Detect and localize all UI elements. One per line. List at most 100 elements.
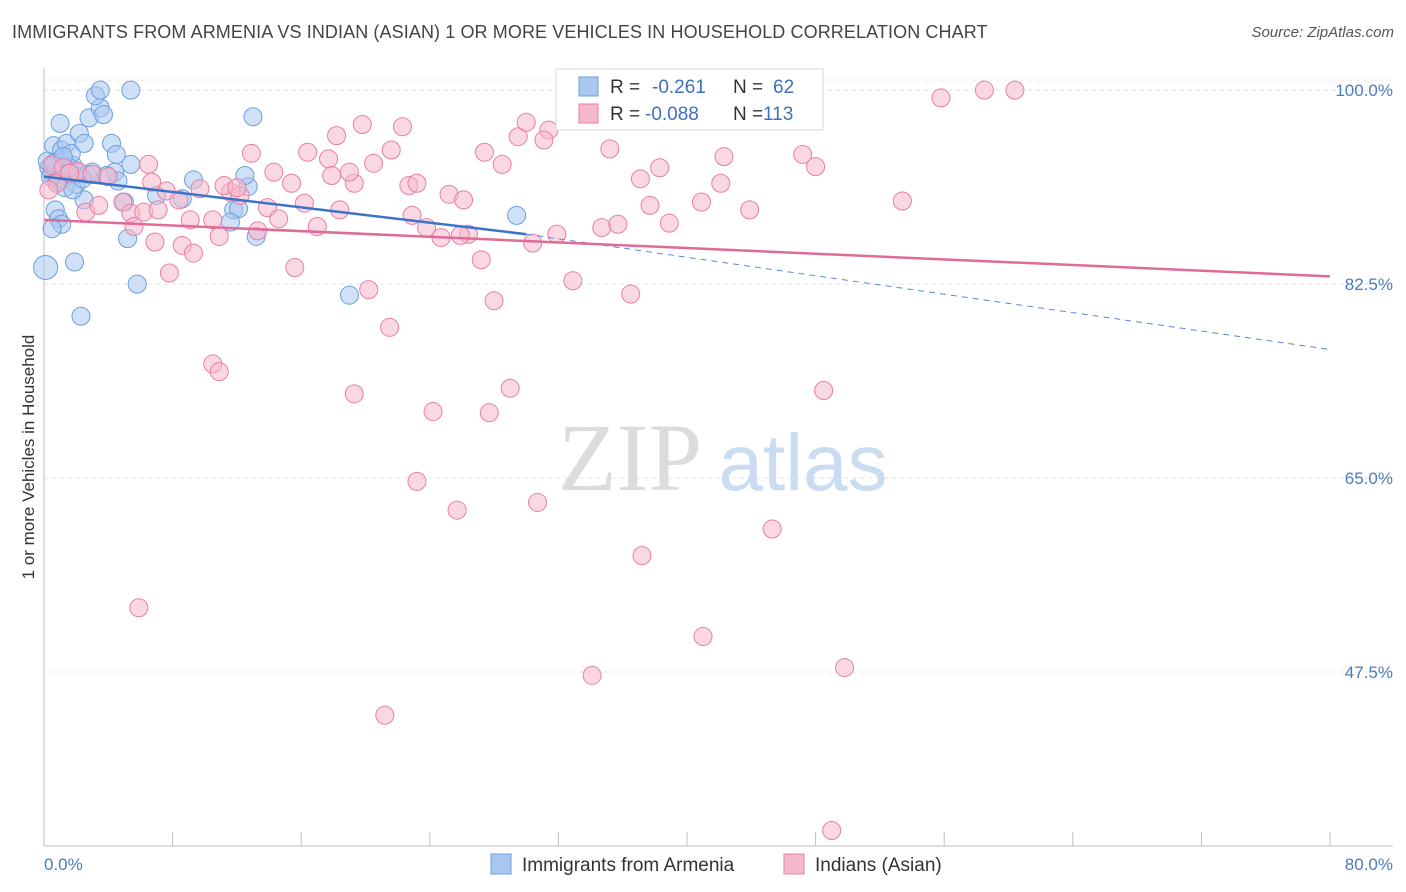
point-indian-63 xyxy=(227,178,247,198)
point-indian-96 xyxy=(407,471,427,491)
point-armenia-23 xyxy=(121,154,141,174)
point-indian-66 xyxy=(298,142,318,162)
point-indian-98 xyxy=(447,500,467,520)
trend-lines xyxy=(43,175,1331,350)
point-indian-52 xyxy=(931,88,951,108)
point-indian-80 xyxy=(547,224,567,244)
point-armenia-34 xyxy=(127,274,147,294)
point-indian-77 xyxy=(484,291,504,311)
legend-r-value-armenia: -0.261 xyxy=(652,77,706,98)
point-indian-46 xyxy=(714,147,734,167)
legend: R = -0.261 N = 62 R = -0.088 N = 113 xyxy=(555,68,824,131)
bottom-legend: Immigrants from Armenia Indians (Asian) xyxy=(490,853,942,876)
point-indian-111 xyxy=(454,190,474,210)
legend-swatch-armenia xyxy=(578,76,599,97)
point-indian-55 xyxy=(98,167,118,187)
legend-swatch-indian xyxy=(578,103,599,124)
point-indian-11 xyxy=(148,200,168,220)
chart-title: IMMIGRANTS FROM ARMENIA VS INDIAN (ASIAN… xyxy=(12,22,988,42)
point-indian-94 xyxy=(344,384,364,404)
point-armenia-54 xyxy=(507,205,527,225)
point-indian-75 xyxy=(450,225,470,245)
point-indian-109 xyxy=(327,126,347,146)
bottom-legend-label-indian: Indians (Asian) xyxy=(815,855,942,876)
point-indian-16 xyxy=(203,210,223,230)
x-tick-label-min: 0.0% xyxy=(44,855,83,874)
point-armenia-31 xyxy=(42,219,62,239)
point-indian-36 xyxy=(492,154,512,174)
x-tick-marks xyxy=(43,832,1331,846)
point-indian-6 xyxy=(89,195,109,215)
point-indian-92 xyxy=(129,598,149,618)
point-indian-22 xyxy=(269,209,289,229)
point-indian-84 xyxy=(621,284,641,304)
point-indian-97 xyxy=(423,402,443,422)
point-indian-91 xyxy=(1005,80,1025,100)
point-indian-56 xyxy=(124,216,144,236)
point-indian-29 xyxy=(364,153,384,173)
point-indian-54 xyxy=(60,163,80,183)
y-tick-label-3: 47.5% xyxy=(1345,663,1393,682)
watermark-atlas: atlas xyxy=(719,418,888,507)
bottom-legend-swatch-indian xyxy=(783,853,805,875)
point-indian-73 xyxy=(407,173,427,193)
point-indian-42 xyxy=(608,214,628,234)
point-indian-41 xyxy=(592,218,612,238)
point-indian-10 xyxy=(138,154,158,174)
y-tick-label-2: 65.0% xyxy=(1345,469,1393,488)
bottom-legend-label-armenia: Immigrants from Armenia xyxy=(522,855,735,876)
point-indian-64 xyxy=(264,162,284,182)
point-indian-83 xyxy=(600,139,620,159)
point-indian-65 xyxy=(285,257,305,277)
point-indian-90 xyxy=(974,80,994,100)
point-indian-43 xyxy=(630,169,650,189)
watermark: ZIP atlas xyxy=(558,404,887,511)
point-armenia-35 xyxy=(71,306,91,326)
point-indian-86 xyxy=(659,213,679,233)
y-axis-label: 1 or more Vehicles in Household xyxy=(19,335,38,580)
point-armenia-14 xyxy=(50,113,70,133)
point-indian-107 xyxy=(142,172,162,192)
point-indian-101 xyxy=(582,665,602,685)
point-indian-14 xyxy=(180,210,200,230)
point-indian-45 xyxy=(691,192,711,212)
point-indian-35 xyxy=(474,142,494,162)
point-indian-79 xyxy=(534,130,554,150)
point-indian-26 xyxy=(319,149,339,169)
point-indian-108 xyxy=(241,143,261,163)
point-indian-47 xyxy=(740,200,760,220)
point-indian-68 xyxy=(339,162,359,182)
point-indian-38 xyxy=(523,233,543,253)
point-armenia-20 xyxy=(121,80,141,100)
point-indian-27 xyxy=(330,200,350,220)
point-indian-13 xyxy=(169,190,189,210)
legend-r-label-indian: R = xyxy=(610,104,640,125)
point-indian-17 xyxy=(209,226,229,246)
point-armenia-36 xyxy=(33,254,59,280)
y-tick-labels: 100.0% 82.5% 65.0% 47.5% xyxy=(1335,81,1393,682)
point-indian-30 xyxy=(381,140,401,160)
legend-n-label-armenia: N = xyxy=(733,77,763,98)
point-indian-20 xyxy=(248,221,268,241)
point-indian-44 xyxy=(650,158,670,178)
point-indian-15 xyxy=(190,179,210,199)
point-indian-112 xyxy=(516,112,536,132)
point-indian-71 xyxy=(380,317,400,337)
point-armenia-19 xyxy=(90,80,110,100)
point-indian-50 xyxy=(814,381,834,401)
point-indian-102 xyxy=(632,546,652,566)
legend-r-label-armenia: R = xyxy=(610,77,640,98)
point-indian-58 xyxy=(159,263,179,283)
point-indian-40 xyxy=(563,271,583,291)
point-indian-88 xyxy=(711,173,731,193)
point-armenia-52 xyxy=(243,107,263,127)
x-tick-label-max: 80.0% xyxy=(1345,855,1393,874)
point-indian-104 xyxy=(762,519,782,539)
point-indian-67 xyxy=(322,166,342,186)
point-indian-100 xyxy=(528,492,548,512)
point-indian-57 xyxy=(145,232,165,252)
point-armenia-33 xyxy=(65,252,85,272)
point-indian-105 xyxy=(835,658,855,678)
legend-box xyxy=(555,68,824,131)
